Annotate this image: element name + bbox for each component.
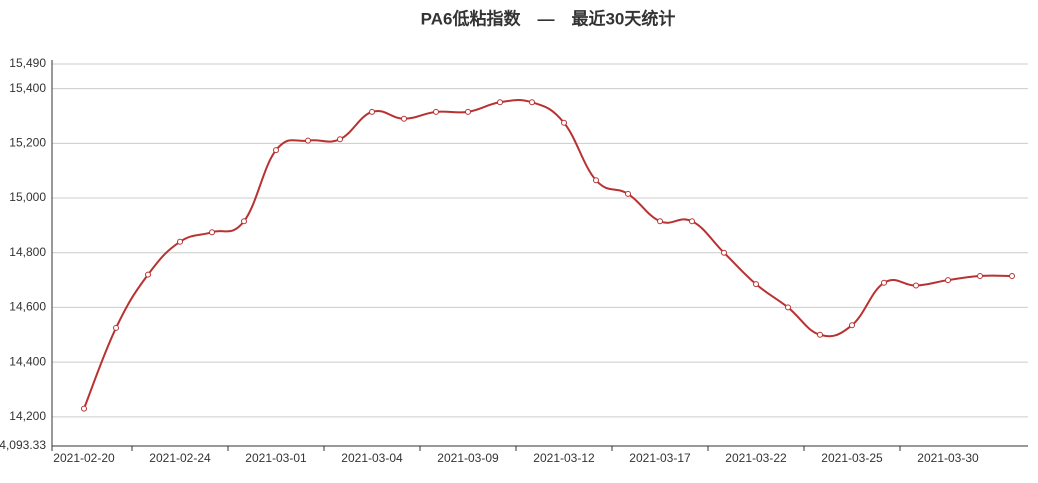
point xyxy=(1009,272,1015,279)
y-tick-label: 14,093.33 xyxy=(0,438,46,452)
point xyxy=(177,238,183,245)
x-tick-label: 2021-03-25 xyxy=(821,451,883,465)
chart-title: PA6低粘指数 — 最近30天统计 xyxy=(421,8,676,28)
x-tick-label: 2021-03-17 xyxy=(629,451,691,465)
point xyxy=(593,177,599,184)
x-tick-label: 2021-03-04 xyxy=(341,451,403,465)
point xyxy=(337,136,343,143)
point xyxy=(753,281,759,288)
x-tick-label: 2021-02-24 xyxy=(149,451,211,465)
point xyxy=(529,99,535,106)
x-tick-label: 2021-02-20 xyxy=(53,451,115,465)
point xyxy=(913,282,919,289)
point xyxy=(305,137,311,144)
point xyxy=(497,99,503,106)
point xyxy=(625,190,631,197)
y-tick-label: 15,000 xyxy=(9,190,46,204)
y-tick-label: 15,200 xyxy=(9,135,46,149)
x-tick-label: 2021-03-09 xyxy=(437,451,499,465)
y-tick-label: 14,800 xyxy=(9,245,46,259)
y-tick-label: 14,600 xyxy=(9,300,46,314)
point xyxy=(433,108,439,115)
y-tick-label: 14,200 xyxy=(9,409,46,423)
point xyxy=(401,115,407,122)
point xyxy=(273,147,279,154)
point xyxy=(689,218,695,225)
x-tick-label: 2021-03-30 xyxy=(917,451,979,465)
point xyxy=(465,108,471,115)
point xyxy=(145,271,151,278)
point xyxy=(241,218,247,225)
point xyxy=(113,324,119,331)
point xyxy=(657,218,663,225)
point xyxy=(561,119,567,126)
point xyxy=(817,331,823,338)
point xyxy=(849,322,855,329)
point xyxy=(881,279,887,286)
y-tick-label: 14,400 xyxy=(9,354,46,368)
y-tick-label: 15,400 xyxy=(9,81,46,95)
point xyxy=(977,272,983,279)
x-tick-label: 2021-03-01 xyxy=(245,451,307,465)
x-tick-label: 2021-03-22 xyxy=(725,451,787,465)
point xyxy=(945,277,951,284)
x-tick-label: 2021-03-12 xyxy=(533,451,595,465)
point xyxy=(721,249,727,256)
y-tick-label: 15,490 xyxy=(9,56,46,70)
point xyxy=(785,304,791,311)
point xyxy=(209,229,215,236)
point xyxy=(369,108,375,115)
point xyxy=(81,405,87,412)
